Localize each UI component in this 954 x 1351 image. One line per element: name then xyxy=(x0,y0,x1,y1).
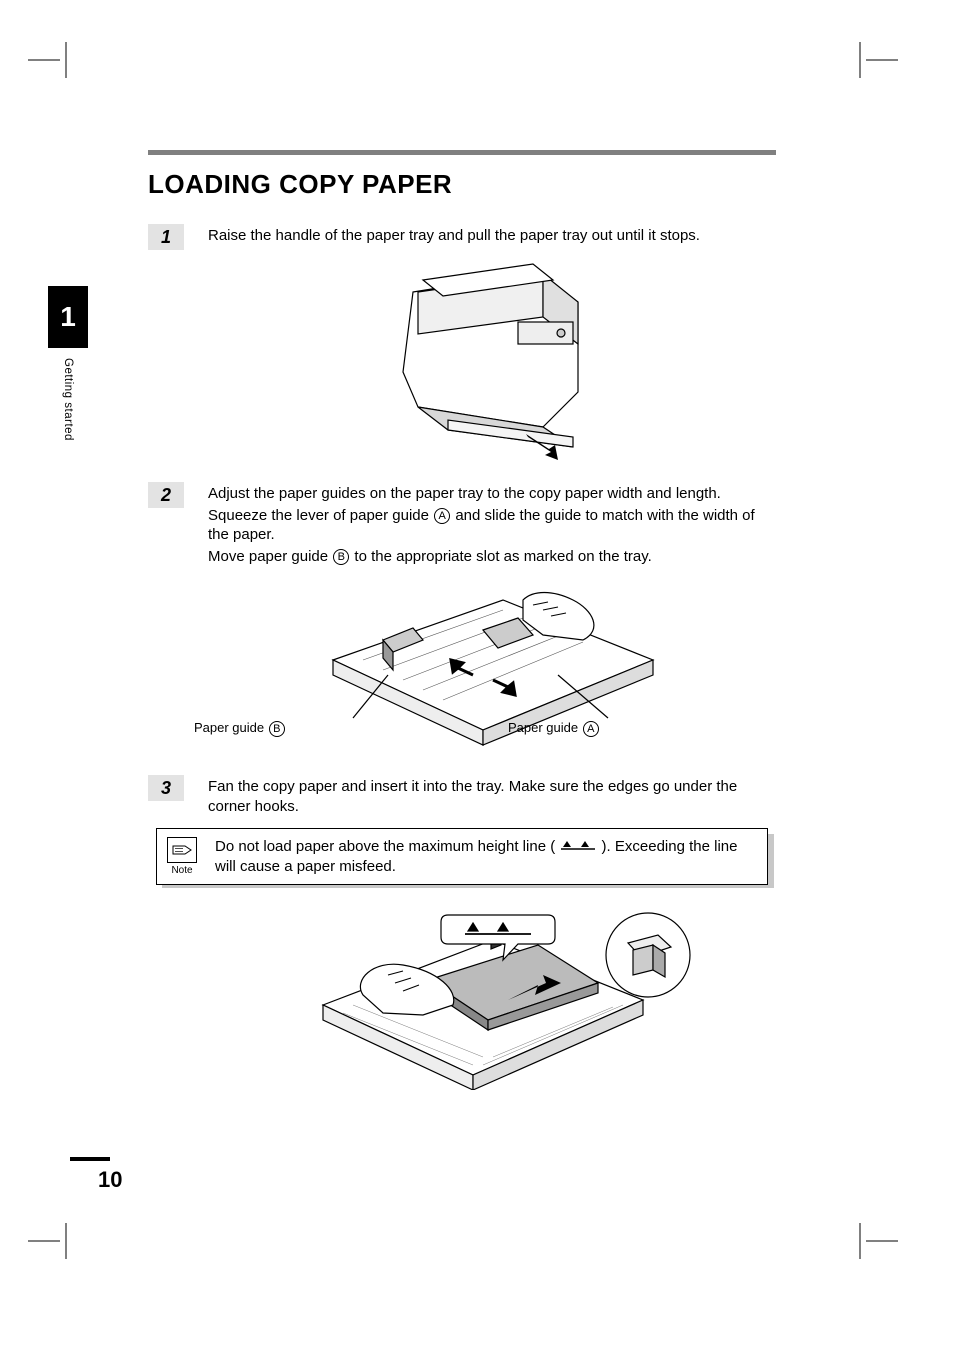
chapter-label: Getting started xyxy=(62,358,74,441)
circled-b-icon: B xyxy=(333,549,349,565)
max-height-line-icon xyxy=(561,837,595,857)
step-number: 3 xyxy=(148,775,184,801)
crop-mark-tr xyxy=(854,42,898,78)
step-3: 3 Fan the copy paper and insert it into … xyxy=(148,775,778,818)
crop-mark-bl xyxy=(28,1223,72,1259)
guide-a-label: Paper guide A xyxy=(508,720,600,737)
heading-rule xyxy=(148,150,776,155)
step-2-illustration: Paper guide B Paper guide A xyxy=(188,580,778,755)
step-text: Raise the handle of the paper tray and p… xyxy=(208,226,700,246)
step-2: 2 Adjust the paper guides on the paper t… xyxy=(148,482,778,568)
crop-mark-tl xyxy=(28,42,72,78)
step-number: 2 xyxy=(148,482,184,508)
step-text: Move paper guide B to the appropriate sl… xyxy=(208,547,778,567)
step-1: 1 Raise the handle of the paper tray and… xyxy=(148,224,778,250)
page-number-rule xyxy=(70,1157,110,1161)
note-icon xyxy=(167,837,197,863)
step-1-illustration xyxy=(208,262,778,462)
crop-mark-br xyxy=(854,1223,898,1259)
chapter-tab: 1 Getting started xyxy=(48,286,88,441)
circled-a-icon: A xyxy=(583,721,599,737)
note-text: Do not load paper above the maximum heig… xyxy=(215,837,757,876)
page-title: LOADING COPY PAPER xyxy=(148,169,778,200)
note-label: Note xyxy=(171,865,192,876)
guide-b-label: Paper guide B xyxy=(194,720,286,737)
page-number: 10 xyxy=(98,1167,122,1193)
chapter-number: 1 xyxy=(48,286,88,348)
note-callout: Note Do not load paper above the maximum… xyxy=(156,828,778,885)
circled-a-icon: A xyxy=(434,508,450,524)
step-text: Adjust the paper guides on the paper tra… xyxy=(208,484,778,504)
step-text: Squeeze the lever of paper guide A and s… xyxy=(208,506,778,545)
step-3-illustration xyxy=(208,905,778,1090)
step-text: Fan the copy paper and insert it into th… xyxy=(208,777,778,816)
step-number: 1 xyxy=(148,224,184,250)
circled-b-icon: B xyxy=(269,721,285,737)
